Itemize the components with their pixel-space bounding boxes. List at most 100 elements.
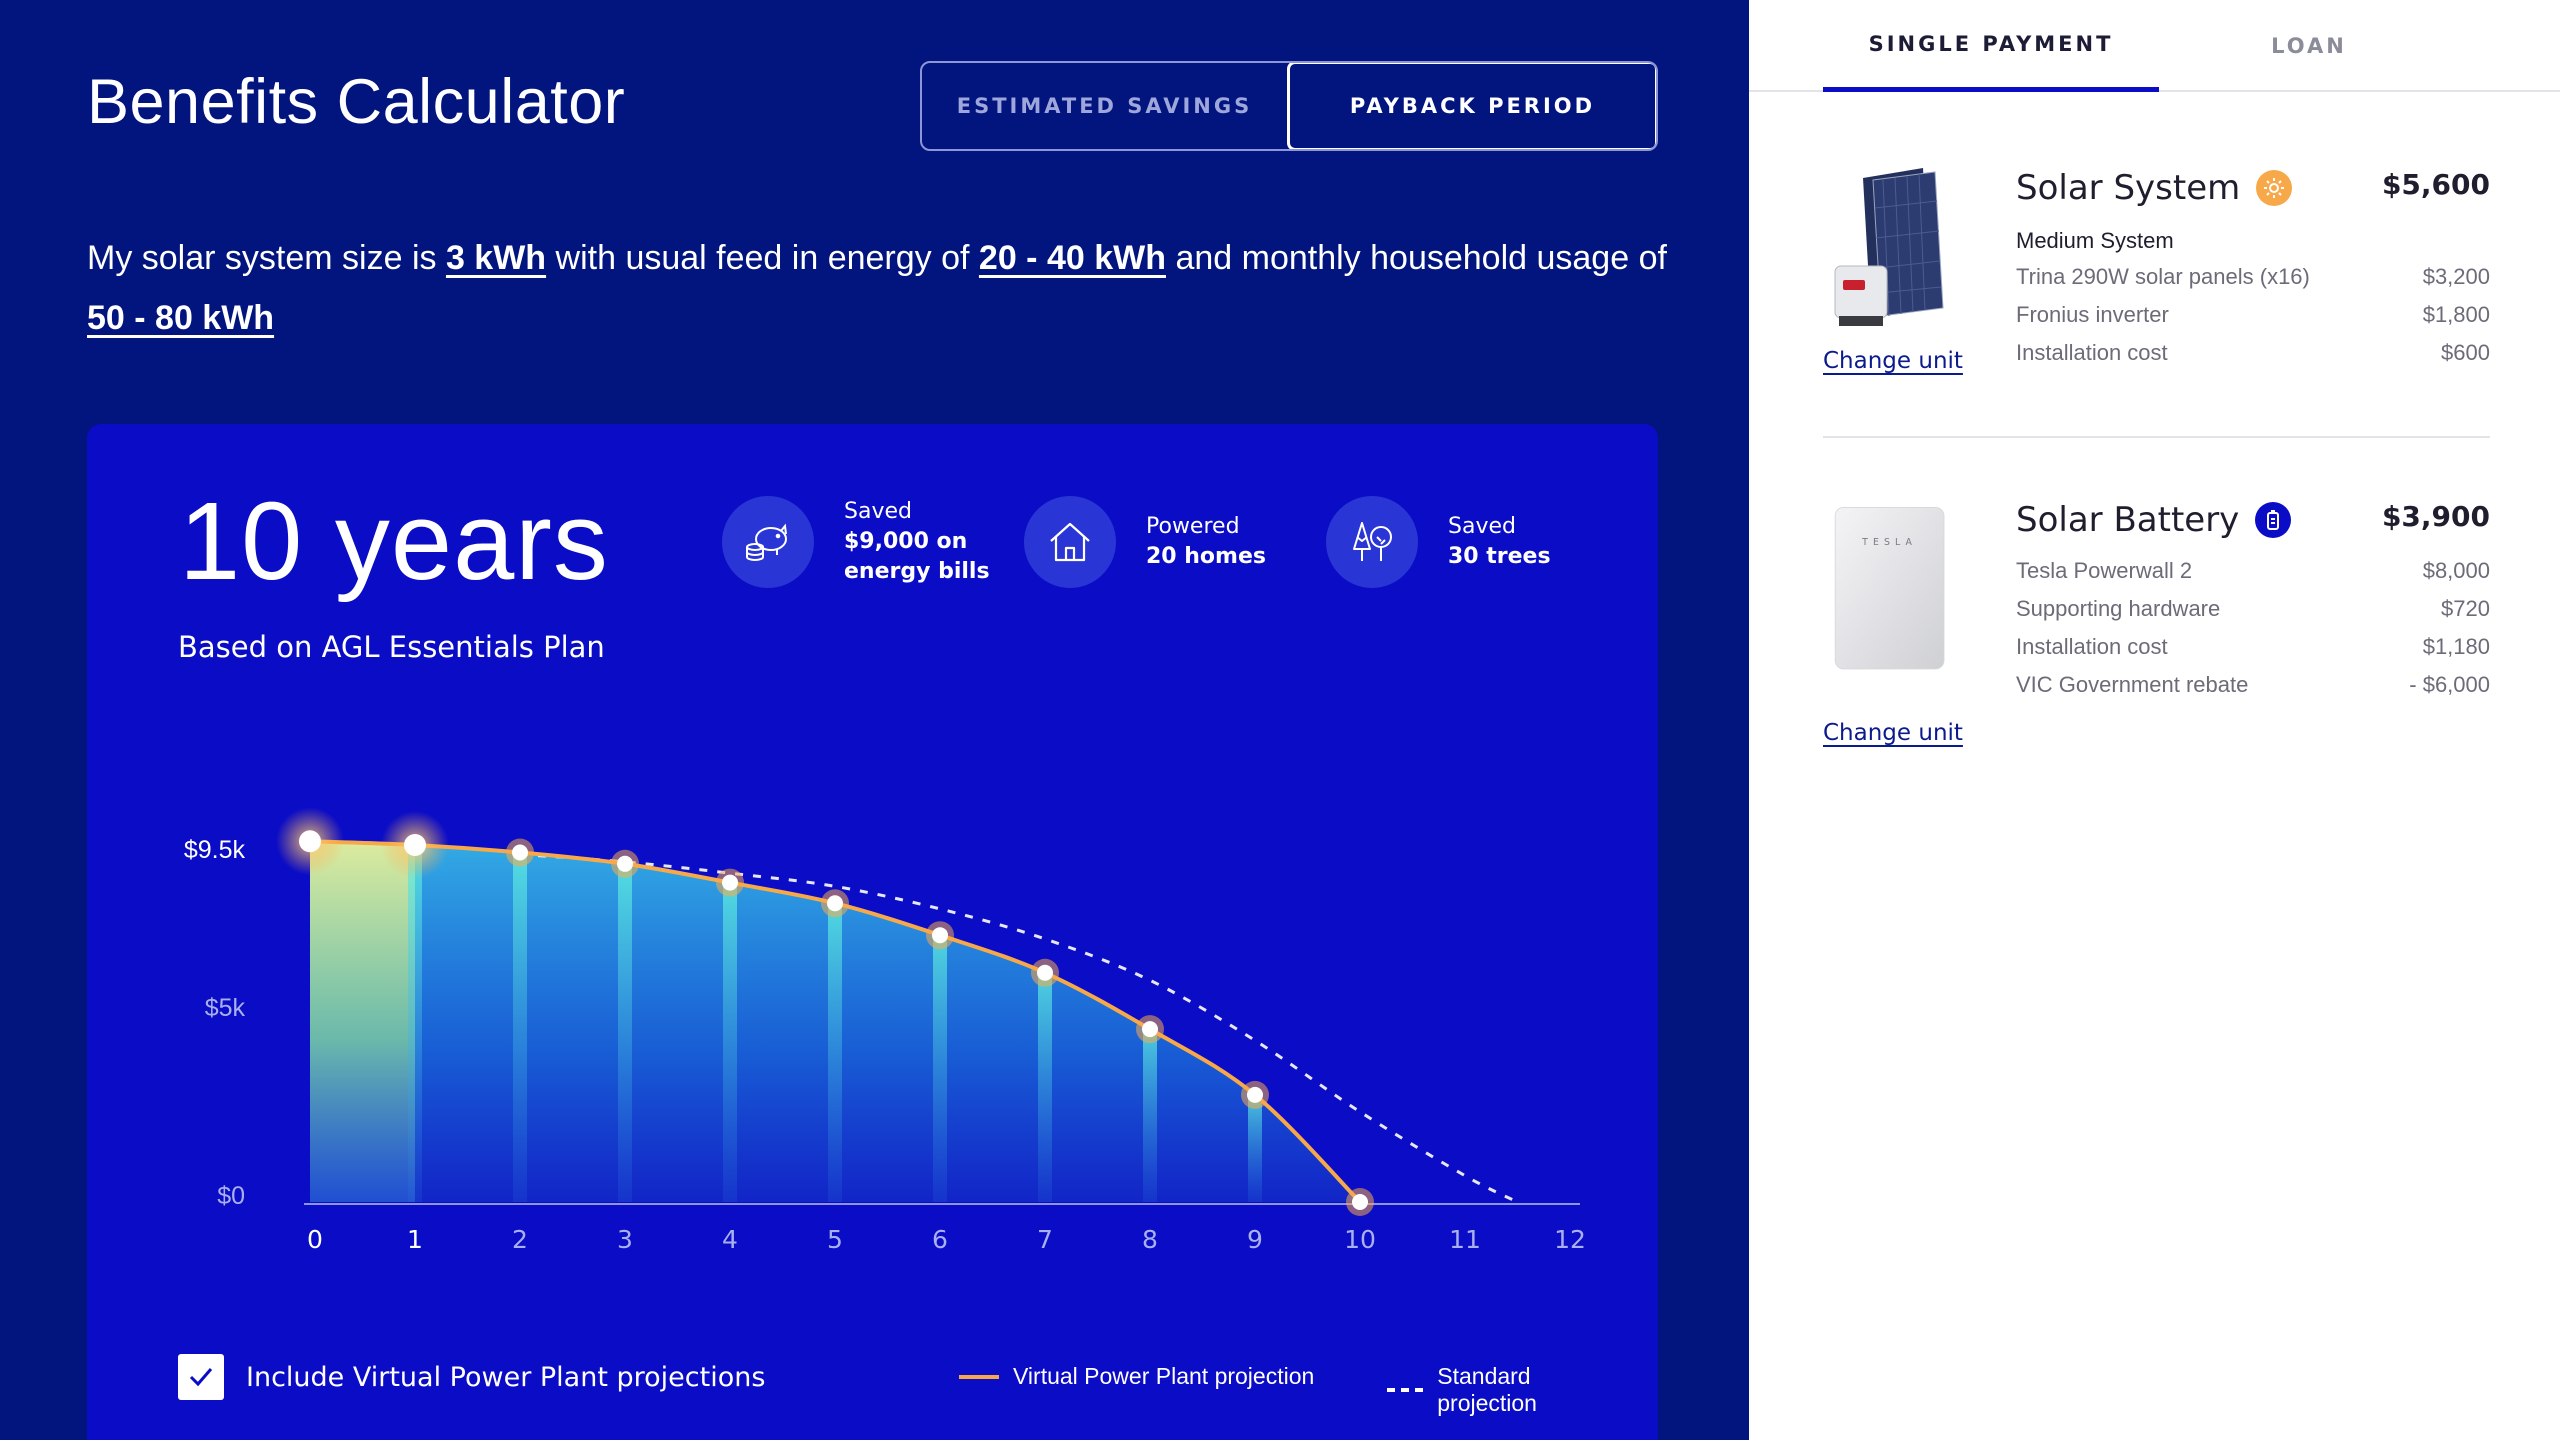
line-item-value: $720 — [2441, 596, 2490, 621]
chart-bar — [723, 882, 737, 1202]
stat-value-cont: energy bills — [844, 559, 990, 584]
x-tick-label: 12 — [1554, 1225, 1586, 1254]
change-unit-link[interactable]: Change unit — [1823, 720, 1963, 746]
chart-bar — [828, 903, 842, 1202]
line-item-label: VIC Government rebate — [2016, 672, 2249, 697]
tab-loan[interactable]: LOAN — [2271, 34, 2347, 58]
item-price: $5,600 — [2381, 168, 2490, 201]
line-item-label: Tesla Powerwall 2 — [2016, 558, 2193, 583]
legend-vpp-label: Virtual Power Plant projection — [1013, 1363, 1315, 1389]
x-tick-label: 9 — [1247, 1225, 1263, 1254]
tesla-powerwall-image: TESLA — [1834, 506, 1945, 670]
line-item-label: Supporting hardware — [2016, 596, 2221, 621]
payback-card: 10 years Based on AGL Essentials Plan Sa… — [87, 424, 1658, 1440]
line-item-label: Installation cost — [2016, 340, 2168, 365]
chart-bar — [408, 845, 422, 1202]
chart-point[interactable] — [1037, 964, 1053, 981]
chart-point[interactable] — [404, 834, 426, 856]
y-tick-label: $0 — [217, 1182, 245, 1210]
x-tick-label: 0 — [307, 1225, 323, 1254]
chart-bar — [513, 852, 527, 1202]
trees-icon — [1326, 496, 1418, 588]
payback-chart: $9.5k$5k$0 0 1 2 3 4 5 6 7 8 9 10 11 12 — [184, 807, 1586, 1254]
line-item: Supporting hardware $720 — [2016, 596, 2490, 622]
chart-bar — [933, 935, 947, 1202]
x-tick-label: 7 — [1037, 1225, 1053, 1254]
house-icon — [1024, 496, 1116, 588]
legend-standard-label: Standard projection — [1437, 1363, 1537, 1416]
estimated-savings-button[interactable]: ESTIMATED SAVINGS — [956, 94, 1253, 118]
line-item-label: Fronius inverter — [2016, 302, 2169, 327]
stat-value: 20 homes — [1146, 544, 1266, 569]
vpp-checkbox-label[interactable]: Include Virtual Power Plant projections — [246, 1361, 766, 1393]
chart-bar — [1038, 972, 1052, 1202]
tab-single-payment[interactable]: SINGLE PAYMENT — [1823, 0, 2159, 92]
chart-point[interactable] — [1142, 1021, 1158, 1038]
plan-note: Based on AGL Essentials Plan — [178, 630, 605, 664]
payment-tabs: SINGLE PAYMENT LOAN — [1749, 0, 2560, 92]
line-item-value: $1,180 — [2422, 634, 2490, 659]
line-item-label: Installation cost — [2016, 634, 2168, 659]
y-tick-label: $9.5k — [184, 836, 246, 864]
x-tick-label: 1 — [407, 1225, 423, 1254]
x-tick-label: 5 — [827, 1225, 843, 1254]
line-item-value: $1,800 — [2422, 302, 2490, 327]
stat-bills: Saved $9,000 on energy bills — [722, 496, 990, 588]
legend-standard-swatch — [1387, 1388, 1424, 1392]
chart-point[interactable] — [722, 874, 738, 891]
chart-point[interactable] — [512, 844, 528, 861]
y-tick-label: $5k — [205, 994, 246, 1022]
chart-point[interactable] — [827, 895, 843, 912]
battery-icon — [2255, 502, 2292, 538]
chart-point[interactable] — [932, 927, 948, 944]
chart-point[interactable] — [299, 830, 321, 853]
x-tick-label: 8 — [1142, 1225, 1158, 1254]
line-item: Installation cost $1,180 — [2016, 634, 2490, 660]
item-subtitle: Medium System — [2016, 228, 2174, 253]
chart-bar — [1143, 1029, 1157, 1202]
line-item: VIC Government rebate - $6,000 — [2016, 672, 2490, 698]
line-item-value: $8,000 — [2422, 558, 2490, 583]
x-tick-label: 3 — [617, 1225, 633, 1254]
sun-icon — [2256, 170, 2293, 206]
x-tick-label: 4 — [722, 1225, 738, 1254]
usage-link[interactable]: 50 - 80 kWh — [87, 299, 275, 337]
item-price: $3,900 — [2381, 500, 2490, 533]
x-tick-label: 11 — [1449, 1225, 1481, 1254]
payback-period-button[interactable]: PAYBACK PERIOD — [1287, 63, 1656, 149]
payback-period-value: 10 years — [179, 480, 609, 603]
x-tick-label: 2 — [512, 1225, 528, 1254]
line-item-label: Trina 290W solar panels (x16) — [2016, 264, 2310, 289]
cost-panel: SINGLE PAYMENT LOAN Change unit Solar Sy… — [1749, 0, 2560, 1440]
view-toggle: ESTIMATED SAVINGS PAYBACK PERIOD — [920, 61, 1658, 151]
chart-legend-row: Include Virtual Power Plant projections … — [178, 1354, 1618, 1416]
chart-bar — [618, 863, 632, 1202]
feed-in-link[interactable]: 20 - 40 kWh — [978, 239, 1166, 277]
stat-label: Powered — [1146, 514, 1240, 539]
line-item: Tesla Powerwall 2 $8,000 — [2016, 558, 2490, 584]
chart-point[interactable] — [1352, 1194, 1368, 1210]
vpp-checkbox[interactable]: Include Virtual Power Plant projections — [178, 1354, 765, 1400]
tesla-brand-mark: TESLA — [1861, 537, 1917, 548]
calculator-panel: Benefits Calculator ESTIMATED SAVINGS PA… — [0, 0, 1749, 1440]
summary-text: My solar system size is — [87, 239, 437, 277]
legend-vpp-swatch — [959, 1374, 999, 1379]
solar-system-image — [1834, 168, 1944, 326]
chart-point[interactable] — [1247, 1086, 1263, 1103]
item-name: Solar Battery — [2016, 500, 2240, 540]
summary-text: and monthly household usage of — [1175, 239, 1667, 277]
stat-trees: Saved 30 trees — [1326, 496, 1551, 588]
summary-text: with usual feed in energy of — [555, 239, 970, 277]
line-item: Trina 290W solar panels (x16) $3,200 — [2016, 264, 2490, 290]
checkbox-check-icon[interactable] — [178, 1354, 224, 1400]
system-size-link[interactable]: 3 kWh — [445, 239, 547, 277]
first-year-area — [310, 841, 415, 1202]
x-tick-label: 10 — [1344, 1225, 1376, 1254]
line-item: Installation cost $600 — [2016, 340, 2490, 366]
chart-bar — [1248, 1094, 1262, 1202]
x-tick-label: 6 — [932, 1225, 948, 1254]
system-summary: My solar system size is 3 kWh with usual… — [87, 228, 1687, 348]
change-unit-link[interactable]: Change unit — [1823, 348, 1963, 374]
chart-point[interactable] — [617, 855, 633, 872]
item-name: Solar System — [2016, 168, 2241, 208]
